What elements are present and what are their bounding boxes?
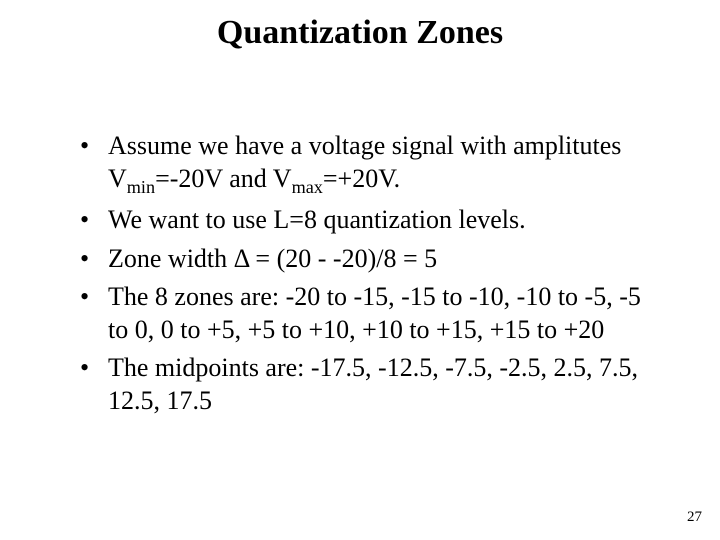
slide-body: Assume we have a voltage signal with amp… xyxy=(80,130,660,423)
bullet-text-part: =+20V. xyxy=(323,164,400,193)
bullet-item: The 8 zones are: -20 to -15, -15 to -10,… xyxy=(80,281,660,346)
page-number: 27 xyxy=(687,509,702,526)
subscript: max xyxy=(292,177,323,197)
slide-title: Quantization Zones xyxy=(0,14,720,52)
bullet-list: Assume we have a voltage signal with amp… xyxy=(80,130,660,417)
slide: Quantization Zones Assume we have a volt… xyxy=(0,0,720,540)
bullet-text: The midpoints are: -17.5, -12.5, -7.5, -… xyxy=(108,353,638,415)
subscript: min xyxy=(127,177,155,197)
bullet-text: The 8 zones are: -20 to -15, -15 to -10,… xyxy=(108,282,641,344)
bullet-item: We want to use L=8 quantization levels. xyxy=(80,204,660,237)
bullet-text: Zone width Δ = (20 - -20)/8 = 5 xyxy=(108,244,437,273)
bullet-text-part: =-20V and V xyxy=(155,164,291,193)
bullet-item: The midpoints are: -17.5, -12.5, -7.5, -… xyxy=(80,352,660,417)
bullet-item: Zone width Δ = (20 - -20)/8 = 5 xyxy=(80,243,660,276)
bullet-item: Assume we have a voltage signal with amp… xyxy=(80,130,660,198)
bullet-text: We want to use L=8 quantization levels. xyxy=(108,205,526,234)
